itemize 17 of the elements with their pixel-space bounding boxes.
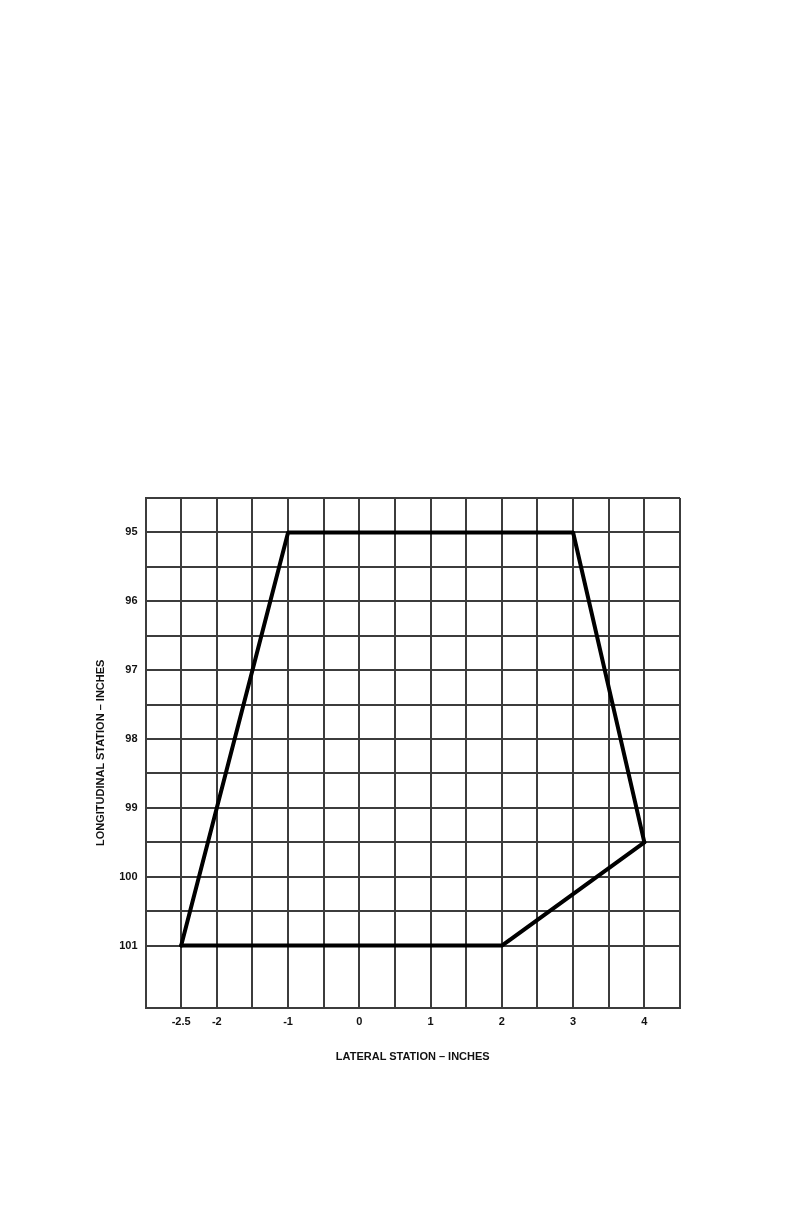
x-axis-title: LATERAL STATION – INCHES	[335, 1050, 490, 1063]
y-tick-label: 100	[119, 869, 138, 882]
y-axis-title: LONGITUDINAL STATION – INCHES	[93, 659, 106, 846]
y-tick-label: 101	[119, 938, 138, 951]
x-tick-label: 3	[570, 1015, 577, 1028]
x-tick-label: 4	[641, 1015, 649, 1028]
y-tick-label: 95	[125, 525, 138, 538]
y-tick-label: 97	[125, 663, 138, 676]
x-tick-label: 1	[427, 1015, 434, 1028]
x-tick-label: 2	[498, 1015, 505, 1028]
y-tick-label: 99	[125, 800, 138, 813]
y-tick-label: 96	[125, 594, 138, 607]
x-tick-label: -2	[211, 1015, 222, 1028]
x-tick-label: -1	[283, 1015, 293, 1028]
x-tick-label: -2.5	[171, 1015, 191, 1028]
y-tick-label: 98	[125, 732, 138, 745]
x-tick-label: 0	[356, 1015, 363, 1028]
